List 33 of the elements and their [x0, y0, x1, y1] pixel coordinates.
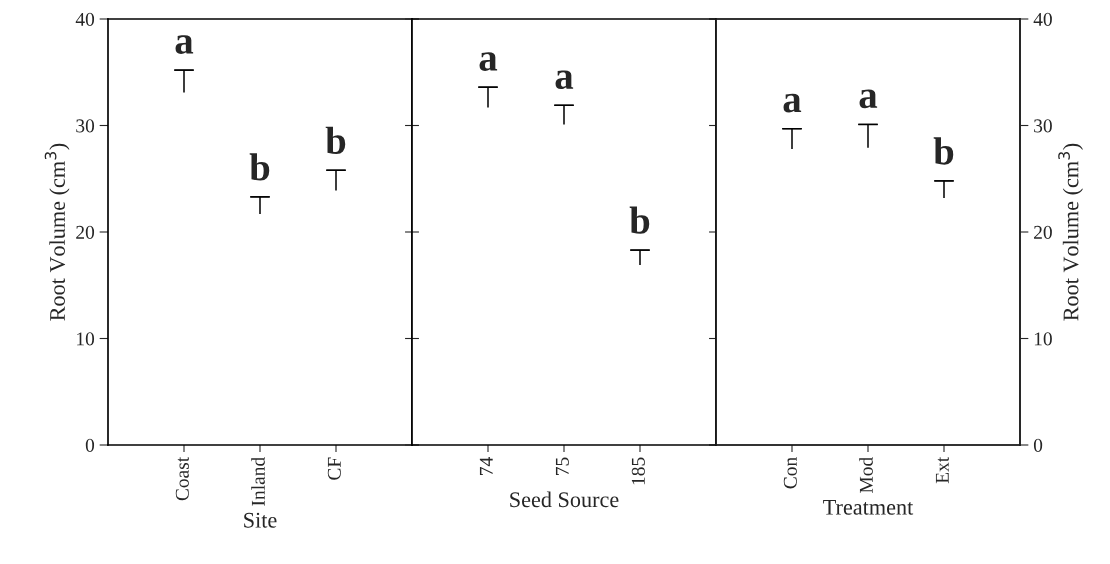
x-axis-title: Site: [244, 512, 277, 528]
annotation: a: [859, 89, 878, 109]
annotation: b: [249, 153, 270, 181]
x-tick-label: CF: [327, 457, 341, 480]
x-tick-label: Coast: [175, 456, 189, 501]
y-tick-label: 30: [76, 119, 95, 133]
x-tick-label: Con: [783, 457, 797, 489]
y2-tick-label: 10: [1034, 332, 1052, 346]
annotation: a: [555, 70, 574, 90]
y2-tick-label: 0: [1033, 438, 1043, 452]
annotation: b: [325, 126, 346, 154]
y-tick-label: 20: [76, 225, 95, 239]
y-tick-label: 40: [75, 12, 95, 26]
y2-axis-title: Root Volume (cm$^{3}$): [1058, 143, 1083, 321]
x-tick-label: Inland: [251, 457, 265, 506]
x-tick-label: Mod: [859, 457, 873, 493]
annotation: b: [933, 137, 954, 165]
annotation: a: [783, 93, 802, 113]
y2-tick-label: 40: [1033, 12, 1052, 26]
annotation: a: [175, 35, 194, 54]
x-tick-label: 74: [479, 457, 493, 475]
y-tick-label: 10: [77, 332, 95, 346]
x-tick-label: 185: [631, 457, 645, 485]
annotation: b: [629, 206, 650, 234]
x-tick-label: Ext: [935, 456, 949, 484]
y2-tick-label: 20: [1034, 225, 1052, 239]
annotation: a: [479, 52, 498, 71]
x-tick-label: 75: [555, 457, 569, 475]
y-tick-label: 0: [85, 438, 95, 452]
y-axis-title: Root Volume (cm$^{3}$): [44, 143, 70, 321]
x-axis-title: Treatment: [823, 499, 914, 515]
x-axis-title: Seed Source: [510, 491, 619, 508]
y2-tick-label: 30: [1034, 119, 1052, 133]
